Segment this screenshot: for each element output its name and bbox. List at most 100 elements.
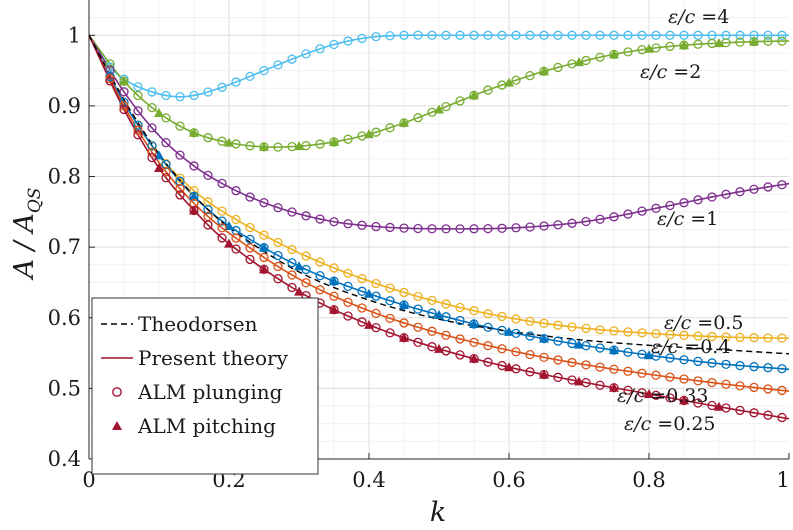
plunging-marker — [735, 332, 745, 343]
pitching-marker — [574, 57, 584, 67]
plunging-marker — [329, 263, 339, 273]
plunging-marker — [217, 223, 227, 233]
plunging-marker — [147, 102, 157, 113]
plunging-marker — [329, 291, 339, 301]
plunging-marker — [777, 30, 787, 40]
plunging-marker — [749, 362, 759, 372]
plunging-marker — [693, 195, 703, 205]
plunging-marker — [231, 214, 241, 225]
plunging-marker — [483, 223, 493, 234]
plunging-marker — [469, 306, 479, 316]
plunging-marker — [553, 320, 563, 330]
plunging-marker — [665, 329, 675, 340]
plunging-marker — [595, 52, 605, 62]
plunging-marker — [119, 87, 129, 97]
plunging-marker — [203, 204, 213, 215]
plunging-marker — [245, 192, 255, 202]
plunging-marker — [413, 337, 423, 347]
plunging-marker — [175, 150, 185, 160]
pitching-marker — [609, 345, 619, 355]
plunging-marker — [371, 221, 381, 232]
plunging-marker — [497, 30, 507, 40]
plunging-marker — [679, 355, 689, 365]
series-line — [88, 34, 790, 340]
pitching-marker — [189, 127, 199, 137]
plunging-marker — [707, 331, 717, 342]
plunging-marker — [385, 123, 395, 133]
plunging-marker — [763, 30, 773, 40]
plunging-marker — [315, 285, 325, 295]
plunging-marker — [175, 190, 185, 200]
plunging-marker — [315, 44, 325, 54]
plunging-marker — [637, 388, 647, 398]
plunging-marker — [217, 178, 227, 189]
plunging-marker — [497, 360, 507, 371]
plunging-marker — [539, 221, 549, 231]
plunging-marker — [525, 316, 535, 326]
plunging-marker — [455, 96, 465, 106]
y-axis-title: A / AQS — [9, 188, 45, 282]
plunging-marker — [287, 270, 297, 280]
plunging-marker — [161, 138, 171, 148]
pitching-marker — [399, 117, 409, 127]
plunging-marker — [665, 41, 675, 52]
plunging-marker — [301, 211, 311, 221]
plunging-marker — [623, 347, 633, 357]
plunging-marker — [693, 398, 703, 408]
plunging-marker — [133, 82, 143, 92]
plunging-marker — [777, 333, 787, 343]
theodorsen-line — [88, 34, 790, 355]
pitching-marker — [259, 242, 269, 252]
plunging-marker — [525, 222, 535, 232]
pitching-marker — [154, 163, 164, 173]
series-line — [88, 34, 790, 230]
plunging-marker — [497, 311, 507, 322]
pitching-marker — [679, 395, 689, 405]
plunging-marker — [441, 102, 451, 112]
pitching-marker — [399, 300, 409, 310]
plunging-marker — [273, 261, 283, 272]
plunging-marker — [133, 130, 143, 140]
plunging-marker — [287, 207, 297, 217]
plunging-marker — [721, 332, 731, 342]
plunging-marker — [427, 326, 437, 336]
plunging-marker — [707, 192, 717, 202]
series-line — [88, 34, 790, 393]
plunging-marker — [371, 127, 381, 137]
plunging-marker — [497, 325, 507, 336]
plunging-marker — [315, 139, 325, 149]
plunging-marker — [651, 43, 661, 53]
pitching-marker — [539, 66, 549, 76]
plunging-marker — [427, 295, 437, 306]
plunging-marker — [525, 70, 535, 81]
pitching-marker — [714, 38, 724, 48]
plunging-marker — [231, 186, 241, 196]
plunging-marker — [413, 304, 423, 314]
series-label: ε/c =4 — [668, 6, 729, 28]
plunging-marker — [455, 334, 465, 344]
plunging-marker — [455, 30, 465, 40]
pitching-marker — [469, 318, 479, 328]
plunging-marker — [119, 101, 129, 111]
plunging-marker — [469, 30, 479, 40]
plunging-marker — [525, 349, 535, 360]
plunging-marker — [707, 38, 717, 49]
plunging-marker — [595, 343, 605, 353]
pitching-marker — [329, 304, 339, 314]
plunging-marker — [119, 104, 129, 115]
plunging-marker — [693, 331, 703, 341]
pitching-marker — [644, 389, 654, 399]
plunging-marker — [693, 39, 703, 49]
series-label: ε/c =0.25 — [624, 413, 716, 435]
plunging-marker — [581, 323, 591, 334]
x-tick-label: 0.6 — [492, 468, 525, 492]
plunging-marker — [161, 173, 171, 183]
plunging-marker — [679, 30, 689, 40]
plunging-marker — [665, 30, 675, 40]
plunging-marker — [567, 375, 577, 385]
plunging-marker — [763, 36, 773, 46]
pitching-marker — [434, 104, 444, 114]
plunging-marker — [329, 217, 339, 227]
plunging-marker — [511, 314, 521, 324]
pitching-marker — [154, 107, 164, 117]
